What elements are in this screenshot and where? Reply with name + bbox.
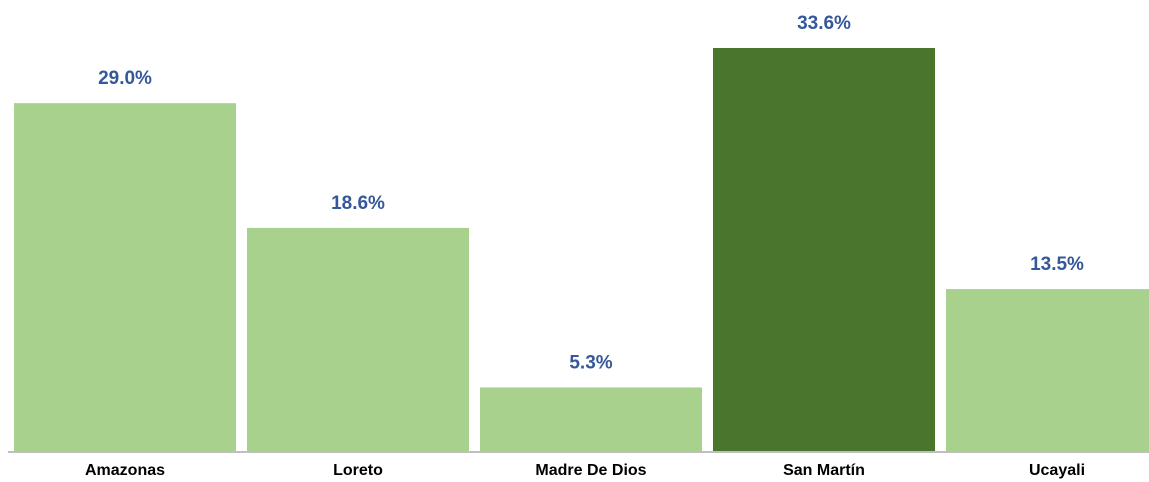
x-tick-label: Ucayali <box>1029 462 1085 479</box>
value-label: 29.0% <box>98 68 152 89</box>
value-label: 13.5% <box>1030 254 1084 275</box>
bar <box>946 289 1149 451</box>
x-tick-label: Loreto <box>333 462 383 479</box>
bar <box>14 103 236 452</box>
value-label: 33.6% <box>797 13 851 34</box>
x-tick-label: Amazonas <box>85 462 165 479</box>
bar <box>247 227 469 451</box>
value-label: 5.3% <box>569 352 612 373</box>
bar <box>480 387 702 451</box>
value-label: 18.6% <box>331 193 385 214</box>
x-tick-label: San Martín <box>783 462 865 479</box>
bar <box>713 48 935 451</box>
x-tick-label: Madre De Dios <box>535 462 646 479</box>
